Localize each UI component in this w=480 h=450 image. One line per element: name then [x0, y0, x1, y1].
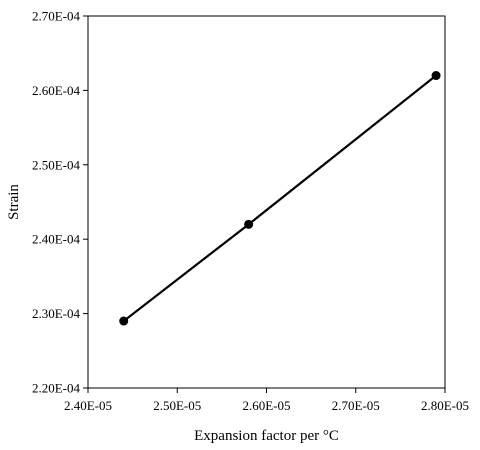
y-tick-label: 2.20E-04: [32, 381, 81, 396]
y-tick-label: 2.40E-04: [32, 232, 81, 247]
x-tick-label: 2.50E-05: [153, 398, 201, 413]
plot-area: [87, 15, 446, 389]
plot-border: [87, 15, 446, 389]
series-layer: [119, 71, 441, 326]
y-axis-title: Strain: [6, 184, 22, 220]
y-tick-label: 2.50E-04: [32, 157, 81, 172]
data-point: [431, 71, 441, 81]
data-point: [244, 219, 254, 229]
x-axis-title: Expansion factor per °C: [194, 428, 339, 444]
y-axis: 2.20E-04 2.30E-04 2.40E-04 2.50E-04 2.60E-04…: [32, 9, 88, 396]
x-tick-label: 2.40E-05: [64, 398, 112, 413]
y-tick-label: 2.30E-04: [32, 306, 81, 321]
x-axis: 2.40E-05 2.50E-05 2.60E-05 2.70E-05 2.80E-05: [64, 388, 469, 413]
x-tick-label: 2.70E-05: [332, 398, 380, 413]
x-tick-label: 2.60E-05: [242, 398, 290, 413]
x-tick-label: 2.80E-05: [421, 398, 469, 413]
y-tick-label: 2.70E-04: [32, 9, 81, 24]
y-tick-label: 2.60E-04: [32, 83, 81, 98]
series-line: [123, 74, 437, 322]
data-point: [119, 316, 129, 326]
